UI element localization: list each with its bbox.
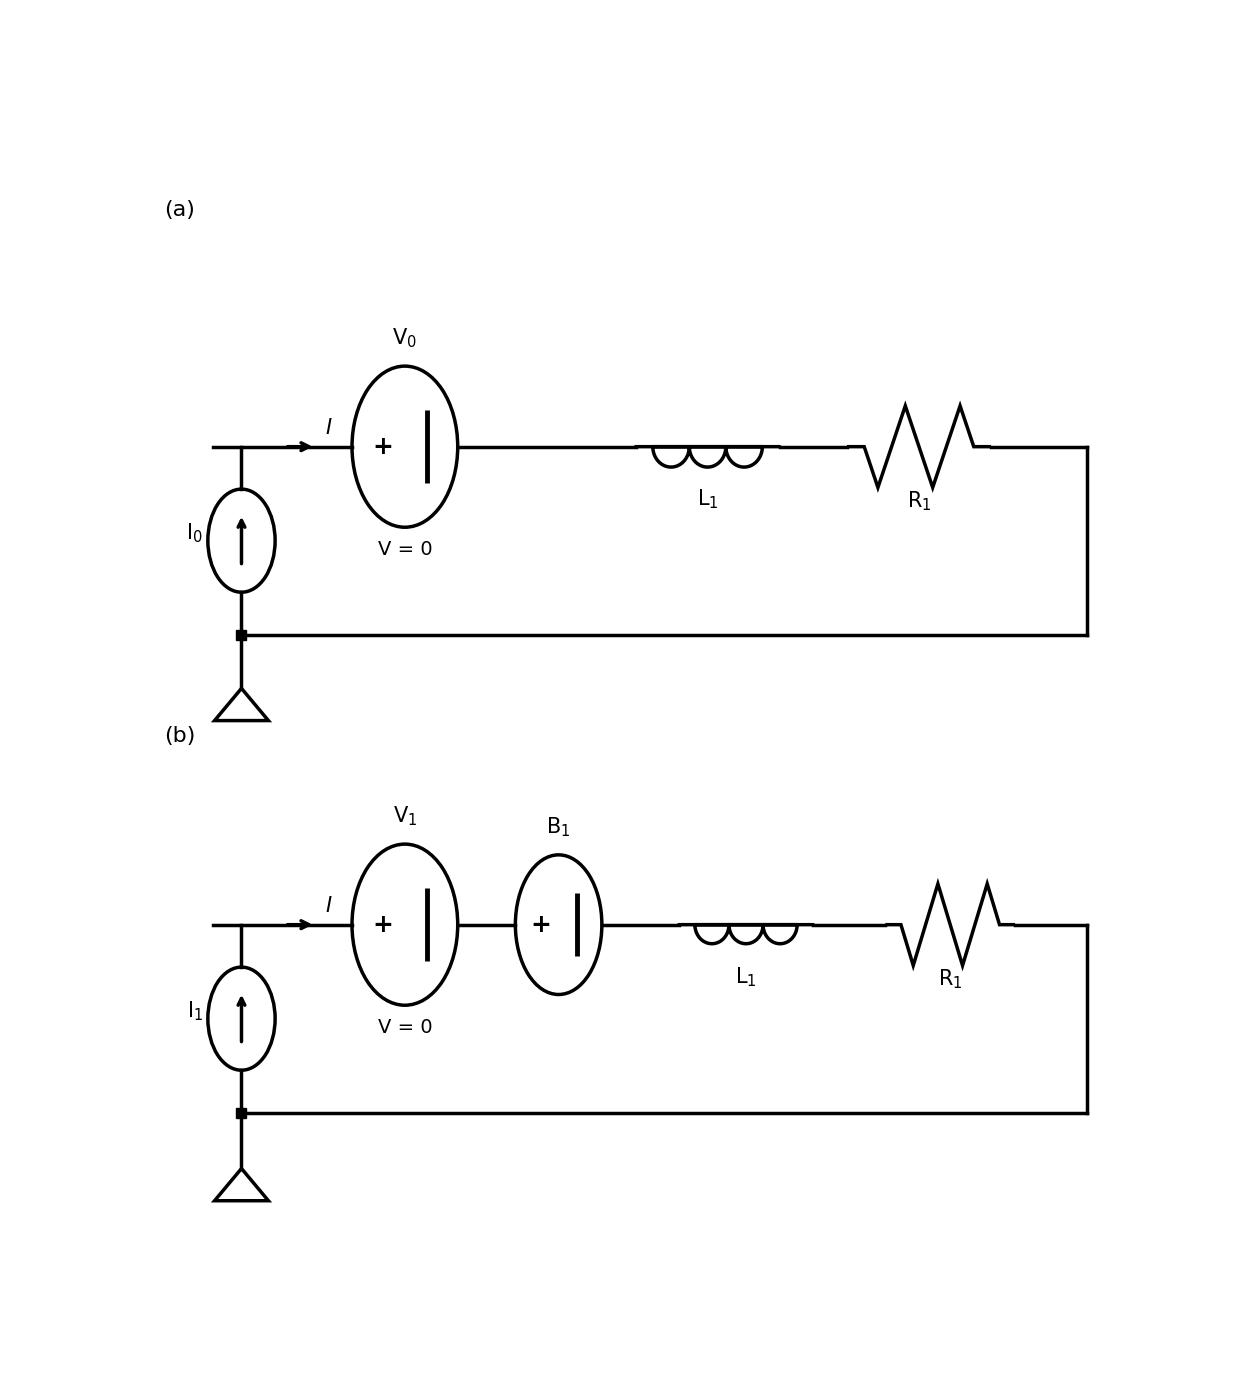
Text: (b): (b)	[165, 725, 196, 746]
Text: V = 0: V = 0	[377, 540, 433, 559]
Text: L$_1$: L$_1$	[697, 487, 718, 511]
Text: +: +	[372, 435, 393, 459]
Text: +: +	[372, 912, 393, 936]
Text: I$_1$: I$_1$	[187, 999, 203, 1023]
Text: L$_1$: L$_1$	[735, 965, 756, 989]
Text: R$_1$: R$_1$	[937, 968, 962, 992]
Text: V$_1$: V$_1$	[393, 805, 417, 829]
Text: R$_1$: R$_1$	[906, 490, 931, 513]
Text: I: I	[325, 418, 331, 438]
Text: V = 0: V = 0	[377, 1018, 433, 1036]
Text: V$_0$: V$_0$	[392, 326, 418, 350]
Text: +: +	[529, 912, 551, 936]
Text: I$_0$: I$_0$	[186, 522, 203, 544]
Text: B$_1$: B$_1$	[547, 815, 570, 838]
Text: I: I	[325, 896, 331, 917]
Text: (a): (a)	[165, 199, 196, 219]
